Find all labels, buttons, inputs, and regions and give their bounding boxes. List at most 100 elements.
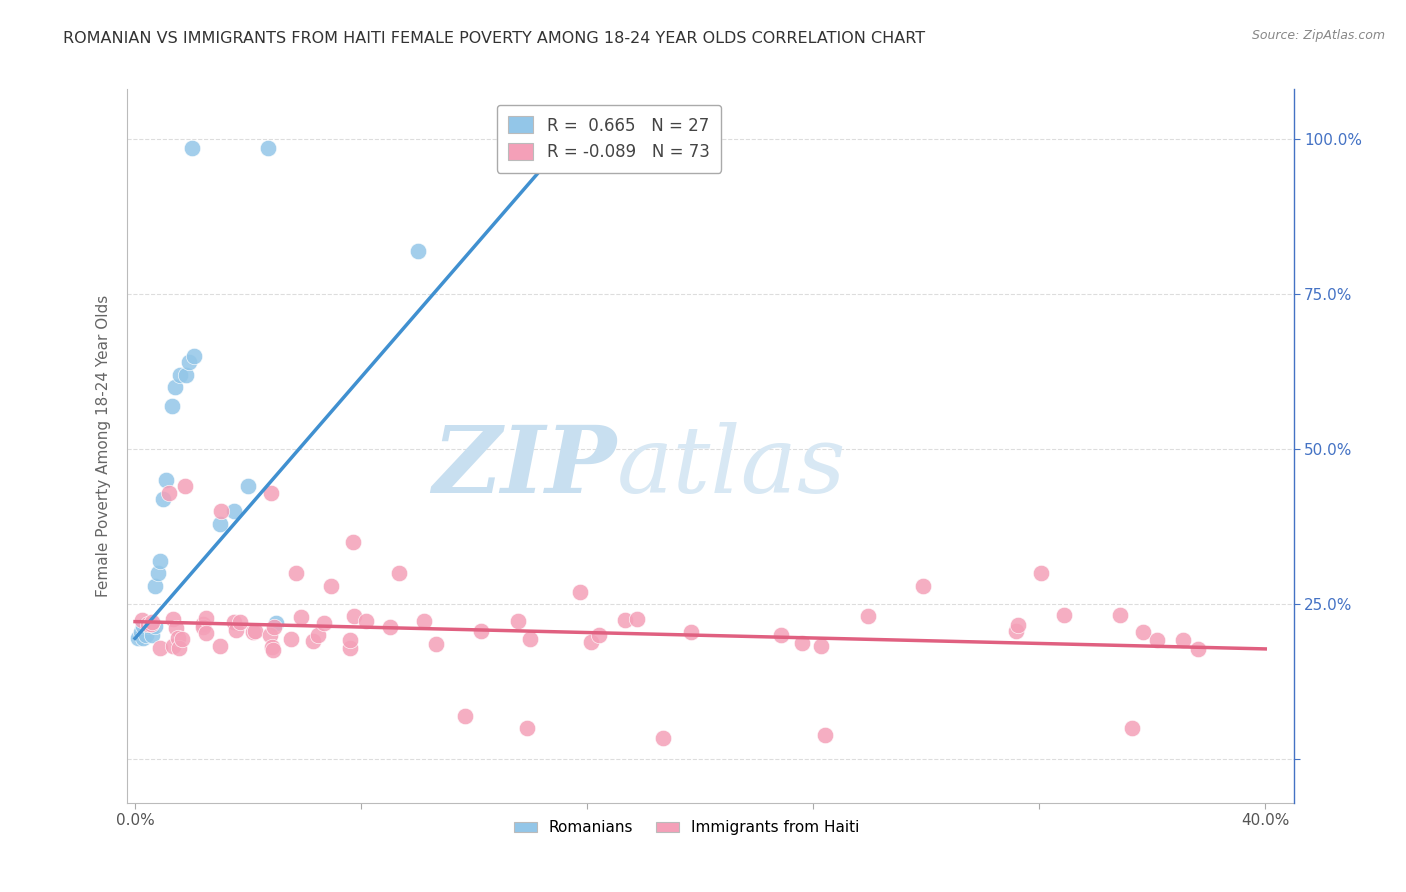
Point xyxy=(208,640,231,654)
Point xyxy=(165,621,187,635)
Point xyxy=(162,640,184,654)
Point xyxy=(177,355,200,369)
Point xyxy=(141,615,163,629)
Point xyxy=(129,625,152,640)
Point xyxy=(813,727,835,741)
Point xyxy=(1052,607,1074,622)
Point xyxy=(138,619,160,633)
Point xyxy=(614,613,637,627)
Point xyxy=(266,615,288,630)
Point xyxy=(790,635,813,649)
Point xyxy=(284,566,307,581)
Point xyxy=(579,635,602,649)
Point xyxy=(1146,632,1168,647)
Point xyxy=(160,399,183,413)
Point xyxy=(139,616,162,631)
Legend: Romanians, Immigrants from Haiti: Romanians, Immigrants from Haiti xyxy=(508,814,866,841)
Point xyxy=(425,637,447,651)
Point xyxy=(321,579,343,593)
Point xyxy=(180,141,202,155)
Point xyxy=(135,628,157,642)
Point xyxy=(228,615,250,629)
Point xyxy=(143,579,166,593)
Point xyxy=(280,632,302,646)
Point xyxy=(146,566,169,581)
Point xyxy=(652,731,675,745)
Point xyxy=(242,625,264,640)
Point xyxy=(453,709,475,723)
Point xyxy=(810,640,832,654)
Point xyxy=(1171,633,1194,648)
Point xyxy=(307,628,329,642)
Point xyxy=(127,632,149,646)
Point xyxy=(339,632,361,647)
Point xyxy=(136,617,159,632)
Point xyxy=(162,612,184,626)
Point xyxy=(343,609,366,624)
Text: ZIP: ZIP xyxy=(433,423,617,512)
Point xyxy=(224,615,246,630)
Point xyxy=(163,380,186,394)
Point xyxy=(260,485,283,500)
Point xyxy=(470,624,492,638)
Point xyxy=(1029,566,1052,581)
Point xyxy=(679,624,702,639)
Point xyxy=(290,610,312,624)
Point xyxy=(132,619,155,633)
Point xyxy=(152,491,174,506)
Point xyxy=(131,614,153,628)
Point xyxy=(354,614,377,628)
Point xyxy=(1132,625,1154,640)
Point xyxy=(260,640,283,654)
Point xyxy=(339,640,361,655)
Point xyxy=(211,504,233,518)
Point xyxy=(256,141,278,155)
Point xyxy=(312,615,335,630)
Point xyxy=(911,579,934,593)
Point xyxy=(262,642,284,657)
Point xyxy=(149,640,172,655)
Point xyxy=(1007,617,1029,632)
Point xyxy=(143,619,166,633)
Point xyxy=(194,626,217,640)
Point xyxy=(388,566,411,581)
Point xyxy=(157,485,180,500)
Point xyxy=(1121,722,1143,736)
Y-axis label: Female Poverty Among 18-24 Year Olds: Female Poverty Among 18-24 Year Olds xyxy=(96,295,111,597)
Point xyxy=(519,632,541,646)
Point xyxy=(172,632,194,647)
Point xyxy=(302,634,325,648)
Point xyxy=(149,554,172,568)
Point xyxy=(243,624,266,639)
Point xyxy=(141,615,163,630)
Point xyxy=(626,612,648,626)
Point xyxy=(236,479,259,493)
Point xyxy=(1004,624,1026,639)
Point xyxy=(380,620,402,634)
Point xyxy=(413,614,436,628)
Point xyxy=(1187,642,1209,657)
Point xyxy=(569,584,592,599)
Text: ROMANIAN VS IMMIGRANTS FROM HAITI FEMALE POVERTY AMONG 18-24 YEAR OLDS CORRELATI: ROMANIAN VS IMMIGRANTS FROM HAITI FEMALE… xyxy=(63,31,925,46)
Point xyxy=(174,479,197,493)
Point xyxy=(225,623,247,637)
Point xyxy=(141,628,163,642)
Point xyxy=(588,628,610,642)
Point xyxy=(208,516,231,531)
Point xyxy=(183,349,205,363)
Point xyxy=(191,616,214,631)
Point xyxy=(856,608,879,623)
Text: Source: ZipAtlas.com: Source: ZipAtlas.com xyxy=(1251,29,1385,42)
Point xyxy=(342,535,364,549)
Point xyxy=(516,722,538,736)
Point xyxy=(769,628,792,642)
Point xyxy=(167,641,190,656)
Point xyxy=(222,504,245,518)
Point xyxy=(406,244,429,258)
Point xyxy=(191,620,214,634)
Text: atlas: atlas xyxy=(617,423,846,512)
Point xyxy=(132,632,155,646)
Point xyxy=(174,368,197,382)
Point xyxy=(506,614,529,628)
Point xyxy=(194,611,217,625)
